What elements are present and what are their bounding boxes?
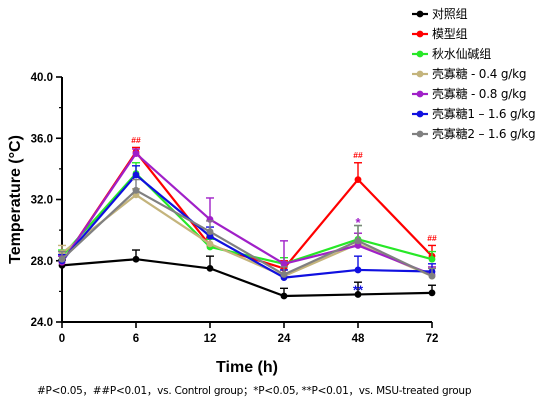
significance-annotation: ## [427, 233, 437, 243]
legend-swatch [412, 110, 428, 118]
x-tick-label: 12 [204, 333, 217, 345]
legend-swatch-marker [416, 70, 424, 78]
series-group [58, 178, 436, 280]
data-point [280, 271, 288, 278]
legend-label: 模型组 [432, 27, 468, 41]
x-tick-label: 72 [426, 333, 439, 345]
legend-swatch-marker [416, 110, 424, 118]
series-line [61, 173, 433, 279]
data-point [132, 186, 140, 194]
data-point [206, 240, 214, 248]
x-tick-label: 24 [278, 333, 291, 345]
data-point [132, 255, 140, 263]
series-line [61, 258, 433, 298]
data-point [354, 176, 362, 183]
data-point [280, 292, 288, 300]
legend-item: 壳寡糖 - 0.4 g/kg [412, 64, 545, 84]
legend-label: 壳寡糖 - 0.4 g/kg [432, 67, 527, 81]
significance-annotation: * [355, 215, 361, 230]
legend-swatch-marker [416, 10, 424, 18]
legend-label: 对照组 [432, 7, 468, 21]
legend-swatch [412, 90, 428, 98]
legend-item: 对照组 [412, 4, 545, 24]
y-tick-label: 36.0 [31, 133, 53, 145]
data-point [206, 265, 214, 272]
y-tick-label: 32.0 [31, 195, 53, 207]
data-point [132, 171, 140, 179]
x-tick-label: 0 [59, 333, 65, 345]
significance-annotation: ## [353, 150, 363, 160]
data-point [132, 150, 140, 157]
axes: 24.0 28.0 32.0 36.0 40.0 0 6 12 24 48 72 Time (h) Te… [7, 72, 438, 376]
legend-item: 模型组 [412, 24, 545, 44]
legend-swatch [412, 70, 428, 78]
legend-swatch [412, 130, 428, 138]
legend-swatch-marker [416, 30, 424, 38]
data-point [354, 291, 362, 298]
data-point [206, 228, 214, 236]
series-group [58, 148, 436, 278]
legend-item: 秋水仙碱组 [412, 44, 545, 64]
legend-item: 壳寡糖2 – 1.6 g/kg [412, 124, 545, 144]
data-point [280, 260, 288, 268]
series-line [61, 172, 433, 265]
series-line [61, 152, 433, 276]
legend-swatch [412, 10, 428, 18]
y-tick-label: 24.0 [31, 317, 53, 329]
legend-swatch [412, 30, 428, 38]
significance-annotation: ** [353, 282, 364, 297]
y-tick-label: 28.0 [31, 256, 53, 268]
series-layer [58, 146, 436, 300]
legend-label: 壳寡糖1 – 1.6 g/kg [432, 107, 536, 121]
legend-label: 壳寡糖2 – 1.6 g/kg [432, 127, 536, 141]
data-point [428, 289, 436, 297]
legend: 对照组模型组秋水仙碱组壳寡糖 - 0.4 g/kg 壳寡糖 - 0.8 g/kg 壳… [412, 4, 545, 144]
legend-swatch-marker [416, 130, 424, 138]
data-point [354, 266, 362, 274]
legend-swatch [412, 50, 428, 58]
significance-annotation: ## [131, 135, 141, 145]
data-point [428, 255, 436, 263]
y-tick-label: 40.0 [31, 72, 53, 84]
y-axis-title: Temperature (°C) [7, 135, 24, 264]
data-point [428, 272, 436, 280]
legend-label: 秋水仙碱组 [432, 47, 492, 61]
legend-item: 壳寡糖 - 0.8 g/kg [412, 84, 545, 104]
series-line [61, 189, 433, 278]
annotation-layer: ######*** [131, 135, 437, 297]
legend-swatch-marker [416, 90, 424, 98]
significance-footnote: #P<0.05，##P<0.01，vs. Control group；*P<0.… [37, 385, 472, 397]
x-axis-title: Time (h) [216, 359, 278, 376]
legend-swatch-marker [416, 50, 424, 58]
legend-item: 壳寡糖1 – 1.6 g/kg [412, 104, 545, 124]
x-tick-label: 48 [352, 333, 365, 345]
x-tick-label: 6 [133, 333, 139, 345]
data-point [58, 255, 66, 263]
legend-label: 壳寡糖 - 0.8 g/kg [432, 87, 527, 101]
data-point [354, 237, 362, 245]
